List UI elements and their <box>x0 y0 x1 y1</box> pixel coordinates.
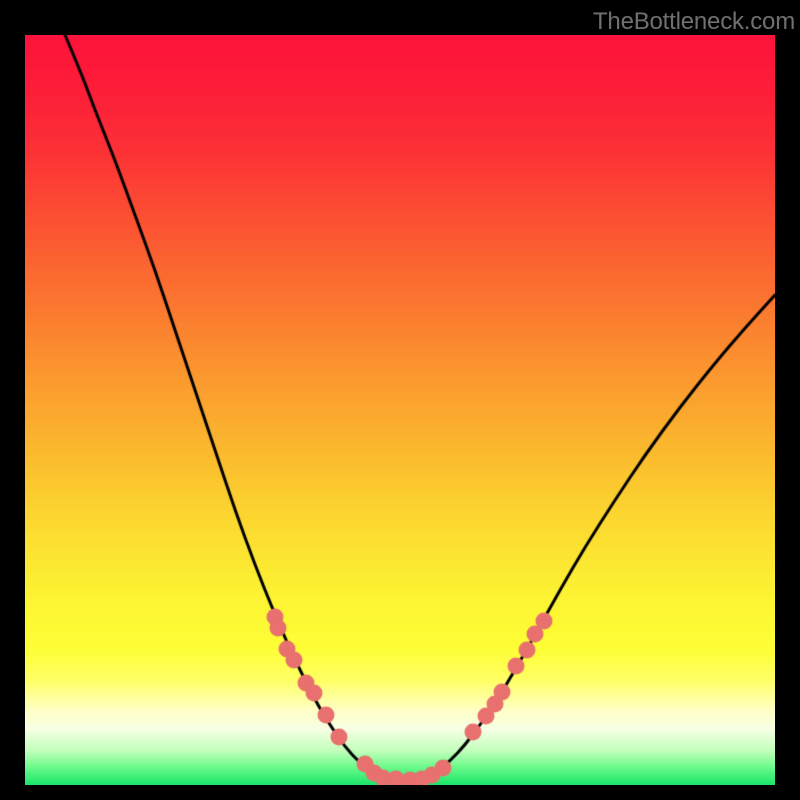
plot-area <box>25 35 775 785</box>
chart-stage: TheBottleneck.com <box>0 0 800 800</box>
bottleneck-curve-canvas <box>25 35 775 785</box>
watermark-text: TheBottleneck.com <box>593 8 795 36</box>
